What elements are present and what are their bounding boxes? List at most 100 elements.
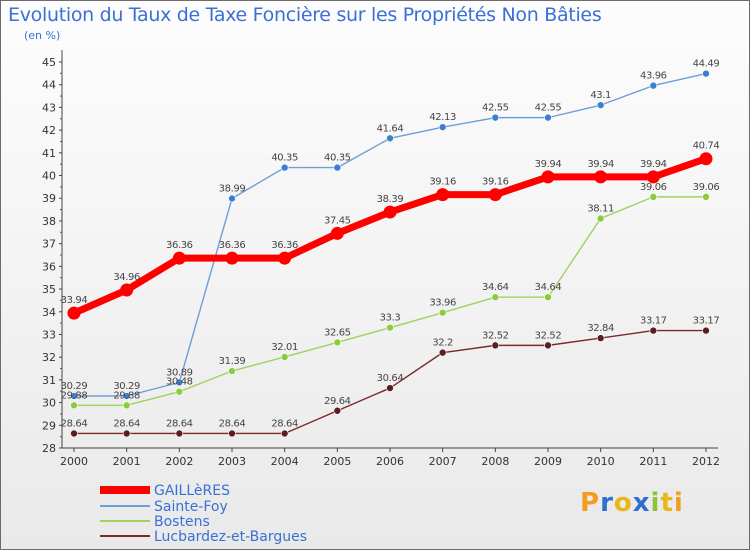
data-point [278,251,292,265]
series-line-1 [74,72,707,397]
y-tick-label: 29 [42,419,56,432]
data-point [280,353,289,361]
logo-letter: i [650,488,661,518]
y-tick-label: 30 [42,397,56,410]
data-point [122,429,131,438]
data-point [333,406,342,415]
data-label: 39.94 [587,159,614,170]
x-tick-label: 2001 [113,455,141,468]
data-point [491,293,500,302]
data-point [122,392,131,400]
x-tick-label: 2000 [60,455,88,468]
data-point [280,429,289,438]
data-label: 29.64 [324,396,351,407]
data-label: 42.55 [482,103,509,114]
data-label: 43.1 [590,90,611,101]
data-point [544,341,552,350]
data-label: 34.96 [113,272,140,283]
data-label: 33.17 [693,316,720,327]
y-tick-label: 40 [42,170,56,183]
y-tick-label: 42 [42,124,56,137]
axes: 28 29 30 31 32 33 34 35 36 37 38 39 40 41 42 43 44 45 2000… [42,50,720,468]
data-label: 38.11 [587,203,614,214]
y-tick-label: 45 [42,56,56,69]
x-tick-label: 2009 [534,455,562,468]
data-label: 28.64 [61,418,88,429]
data-label: 28.64 [166,418,193,429]
y-tick-label: 39 [42,192,56,205]
data-point [594,170,608,184]
data-point [491,113,500,122]
data-point [596,101,605,109]
logo-letter: P [580,488,601,518]
data-point [70,401,78,410]
data-label: 39.16 [429,177,456,188]
data-label: 32.84 [587,323,614,334]
data-point [702,193,710,201]
data-label: 30.89 [166,367,193,378]
data-label: 29.88 [113,390,140,401]
data-label: 36.36 [219,240,246,251]
legend-label: Sainte-Foy [154,499,228,515]
data-label: 29.88 [61,390,88,401]
data-point [438,308,447,317]
data-point [175,387,184,396]
data-point [333,163,342,172]
x-tick-label: 2002 [165,455,193,468]
data-point [330,226,344,240]
data-label: 30.48 [166,377,193,388]
data-point [386,134,394,143]
legend-label: GAILLèRES [154,483,230,499]
chart-title: Evolution du Taux de Taxe Foncière sur l… [8,4,602,26]
y-tick-label: 41 [42,147,56,160]
data-label: 40.35 [324,153,351,164]
data-point [488,188,502,202]
data-point [383,205,397,219]
data-label: 43.96 [640,71,667,82]
y-tick-label: 32 [42,351,56,364]
data-label: 34.64 [482,282,509,293]
data-point [280,163,289,172]
data-label: 33.94 [61,295,88,306]
data-point [67,306,81,320]
data-label: 30.29 [61,381,88,392]
data-point [122,401,131,410]
legend: GAILLèRESSainte-FoyBostensLucbardez-et-B… [100,483,307,545]
data-label: 36.36 [271,240,298,251]
series-line-0 [72,155,708,317]
logo-letter: t [660,488,674,518]
data-label: 28.64 [113,418,140,429]
data-point [333,338,342,347]
x-tick-label: 2010 [587,455,615,468]
data-label: 38.99 [219,183,246,194]
data-point [649,81,658,90]
y-axis-unit: (en %) [24,29,61,42]
data-label: 36.36 [166,240,193,251]
y-tick-label: 28 [42,442,56,455]
data-point [699,152,713,166]
data-point [228,194,236,203]
x-tick-label: 2003 [218,455,246,468]
y-tick-label: 37 [42,238,56,251]
data-label: 33.3 [380,313,401,324]
x-tick-label: 2012 [692,455,720,468]
y-tick-label: 44 [42,79,56,92]
data-point [649,193,658,201]
data-point [702,326,710,335]
data-label: 42.55 [535,103,562,114]
data-label: 44.49 [693,59,720,70]
data-label: 32.52 [535,330,562,341]
data-point [172,251,186,265]
data-label: 42.13 [429,112,456,123]
data-point [228,429,236,438]
data-point [70,392,78,400]
data-label: 38.39 [377,194,404,205]
data-label: 39.16 [482,177,509,188]
data-label: 39.94 [535,159,562,170]
data-label: 32.01 [271,342,298,353]
data-label: 32.52 [482,330,509,341]
data-point [386,384,394,392]
data-label: 28.64 [219,418,246,429]
x-tick-label: 2006 [376,455,404,468]
